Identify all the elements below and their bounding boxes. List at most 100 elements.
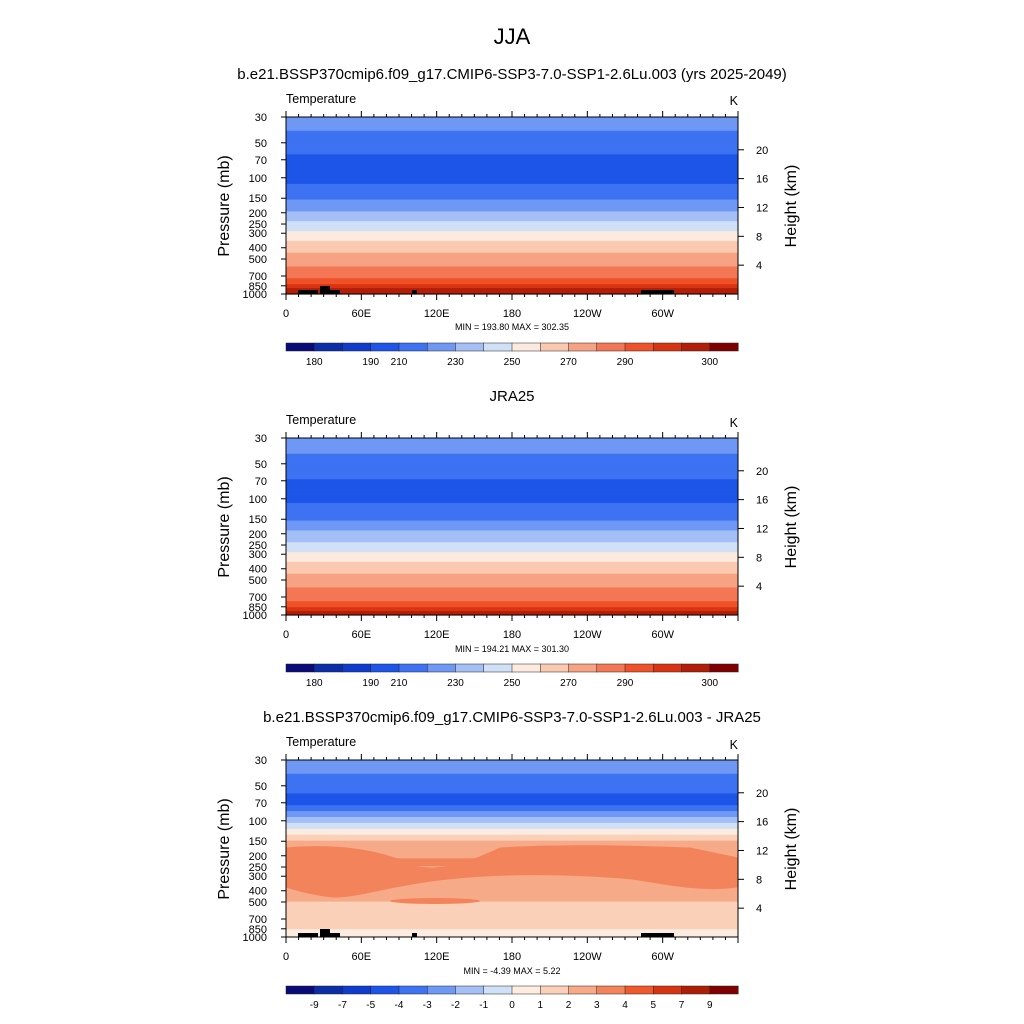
contour-band [286, 191, 738, 195]
y-tick-label: 400 [249, 564, 267, 576]
contour-band [286, 199, 738, 203]
contour-band [286, 483, 738, 486]
colorbar-swatch [624, 342, 654, 352]
contour-band [286, 272, 738, 275]
contour-band [286, 581, 738, 585]
contour-band [286, 925, 738, 928]
colorbar-label: 210 [391, 357, 408, 368]
pressure-axis-label: Pressure (mb) [216, 798, 233, 899]
y-tick-label: 100 [249, 494, 267, 506]
contour-band [286, 589, 738, 592]
contour-band [286, 280, 738, 283]
y-tick-label: 200 [249, 851, 267, 863]
contour-band [286, 795, 738, 798]
contour-band [286, 240, 738, 244]
contour-band [286, 209, 738, 212]
contour-band [286, 142, 738, 146]
variable-label: Temperature [286, 92, 356, 106]
colorbar: 180 190 210 230 250 270 290 300 [285, 663, 739, 689]
contour-band [286, 832, 738, 836]
y-tick-label: 300 [249, 228, 267, 240]
colorbar-swatch [596, 985, 626, 995]
colorbar-swatch [427, 985, 457, 995]
contour-band [286, 883, 738, 887]
contour-band [286, 822, 738, 826]
contour-band [286, 160, 738, 163]
y-tick-label: 30 [255, 112, 267, 124]
colorbar-swatch [370, 342, 400, 352]
contour-band [286, 479, 738, 482]
contour-band [286, 493, 738, 496]
x-tick-label: 120W [573, 951, 602, 963]
contour-band [286, 801, 738, 804]
contour-band [286, 506, 738, 510]
topography-block [641, 290, 674, 294]
height-tick-label: 12 [756, 202, 768, 214]
contour-band [286, 284, 738, 287]
colorbar-swatch [427, 663, 457, 673]
contour-band [286, 840, 738, 844]
contour-band [286, 438, 738, 441]
contour-band [286, 221, 738, 224]
colorbar-swatch [483, 342, 513, 352]
contour-band [286, 246, 738, 250]
contour-band [286, 595, 738, 598]
colorbar-swatch [653, 342, 683, 352]
contour-band [286, 471, 738, 474]
contour-band [286, 899, 738, 903]
colorbar-label: 9 [707, 1000, 713, 1011]
colorbar-swatch [314, 663, 344, 673]
height-axis-label: Height (km) [783, 165, 800, 248]
colorbar-swatch [568, 663, 598, 673]
colorbar-swatch [483, 663, 513, 673]
x-tick-label: 0 [283, 951, 289, 963]
contour-band [286, 211, 738, 214]
contour-band [286, 569, 738, 573]
colorbar-swatch [681, 663, 711, 673]
colorbar-swatch [511, 985, 541, 995]
units-label: K [730, 94, 739, 108]
colorbar-label: 210 [391, 678, 408, 689]
contour-band [286, 276, 738, 279]
contour-band [286, 491, 738, 494]
contour-band [286, 193, 738, 197]
contour-band [286, 258, 738, 262]
contour-band [286, 166, 738, 169]
contour-band [286, 819, 738, 822]
colorbar-swatch [370, 663, 400, 673]
contour-band [286, 809, 738, 812]
contour-band [286, 805, 738, 808]
contour-band [286, 540, 738, 543]
colorbar-swatch [540, 663, 570, 673]
contour-band [286, 559, 738, 563]
contour-band [286, 128, 738, 132]
contour-band [286, 187, 738, 191]
contour-band [286, 901, 738, 905]
colorbar-swatch [709, 985, 739, 995]
contour-band [286, 577, 738, 581]
contour-band [286, 235, 738, 238]
contour-band [286, 274, 738, 277]
contour-band [286, 603, 738, 606]
contour-band [286, 250, 738, 254]
contour-band [286, 457, 738, 461]
variable-label: Temperature [286, 735, 356, 749]
contour-band [286, 183, 738, 187]
contour-band [286, 591, 738, 594]
contour-band [286, 909, 738, 913]
colorbar-label: 190 [362, 678, 379, 689]
contour-band [286, 927, 738, 930]
contour-band [286, 887, 738, 891]
contour-band [286, 118, 738, 122]
contour-band [286, 152, 738, 155]
topography-block [412, 290, 417, 294]
contour-band [286, 797, 738, 800]
contour-band [286, 522, 738, 526]
contour-band [286, 485, 738, 488]
contour-band [286, 134, 738, 138]
contour-band [286, 262, 738, 266]
contour-band [286, 260, 738, 264]
y-tick-label: 250 [249, 219, 267, 231]
contour-band [286, 514, 738, 518]
height-tick-label: 8 [756, 552, 762, 564]
